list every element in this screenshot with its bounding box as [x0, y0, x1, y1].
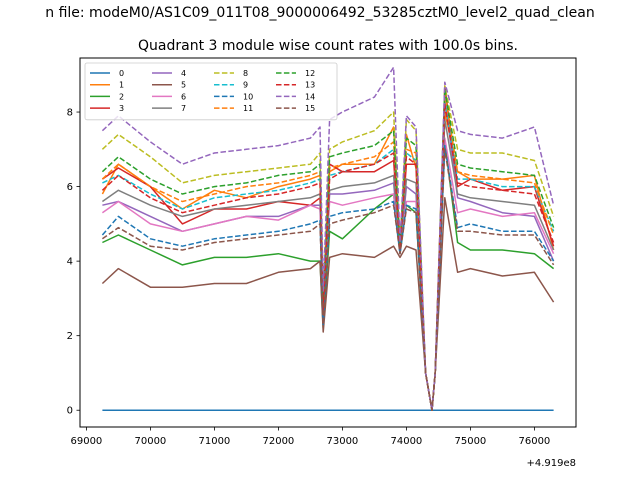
series-line-5 [101, 197, 555, 411]
legend-label-0: 0 [119, 69, 124, 78]
legend-label-11: 11 [243, 104, 253, 113]
chart-title: Quadrant 3 module wise count rates with … [138, 38, 518, 54]
legend-label-15: 15 [305, 104, 315, 113]
series-line-8 [101, 85, 555, 411]
series-line-7 [101, 118, 555, 411]
x-tick-label: 72000 [262, 436, 294, 447]
x-tick-label: 73000 [326, 436, 358, 447]
series-layer [101, 66, 555, 411]
legend-label-5: 5 [181, 81, 186, 90]
series-line-2 [102, 141, 555, 411]
plot-frame [79, 57, 577, 428]
series-line-13 [101, 103, 555, 411]
x-tick-label: 70000 [134, 436, 166, 447]
y-tick-label: 6 [67, 182, 73, 193]
y-tick-label: 4 [67, 257, 73, 268]
legend-label-8: 8 [243, 69, 248, 78]
series-line-9 [102, 100, 555, 411]
y-axis: 0 2 4 6 8 [67, 108, 80, 417]
legend-label-4: 4 [181, 69, 186, 78]
x-tick-label: 71000 [198, 436, 230, 447]
series-line-10 [101, 144, 555, 411]
figure-suptitle: n file: modeM0/AS1C09_011T08_9000006492_… [45, 5, 594, 21]
legend-label-10: 10 [243, 92, 253, 101]
series-line-14 [101, 66, 555, 411]
legend-label-7: 7 [181, 104, 186, 113]
legend-label-9: 9 [243, 81, 248, 90]
series-line-12 [101, 88, 555, 411]
x-tick-label: 69000 [70, 436, 102, 447]
legend-label-14: 14 [305, 92, 315, 101]
series-line-15 [101, 148, 555, 411]
legend-label-13: 13 [305, 81, 315, 90]
y-tick-label: 2 [67, 331, 73, 342]
legend-frame [84, 62, 338, 121]
y-tick-label: 0 [67, 406, 73, 417]
x-axis-offset-label: +4.919e8 [526, 458, 576, 469]
series-line-6 [101, 137, 555, 411]
x-tick-label: 75000 [454, 436, 486, 447]
legend-label-3: 3 [119, 104, 124, 113]
legend-label-2: 2 [119, 92, 124, 101]
x-tick-label: 76000 [518, 436, 550, 447]
legend-label-12: 12 [305, 69, 315, 78]
x-axis: 69000 70000 71000 72000 73000 74000 75000 76000 [70, 427, 550, 447]
legend-label-6: 6 [181, 92, 186, 101]
y-tick-label: 8 [67, 108, 73, 119]
legend-label-1: 1 [119, 81, 124, 90]
series-line-11 [101, 92, 555, 411]
x-tick-label: 74000 [390, 436, 422, 447]
